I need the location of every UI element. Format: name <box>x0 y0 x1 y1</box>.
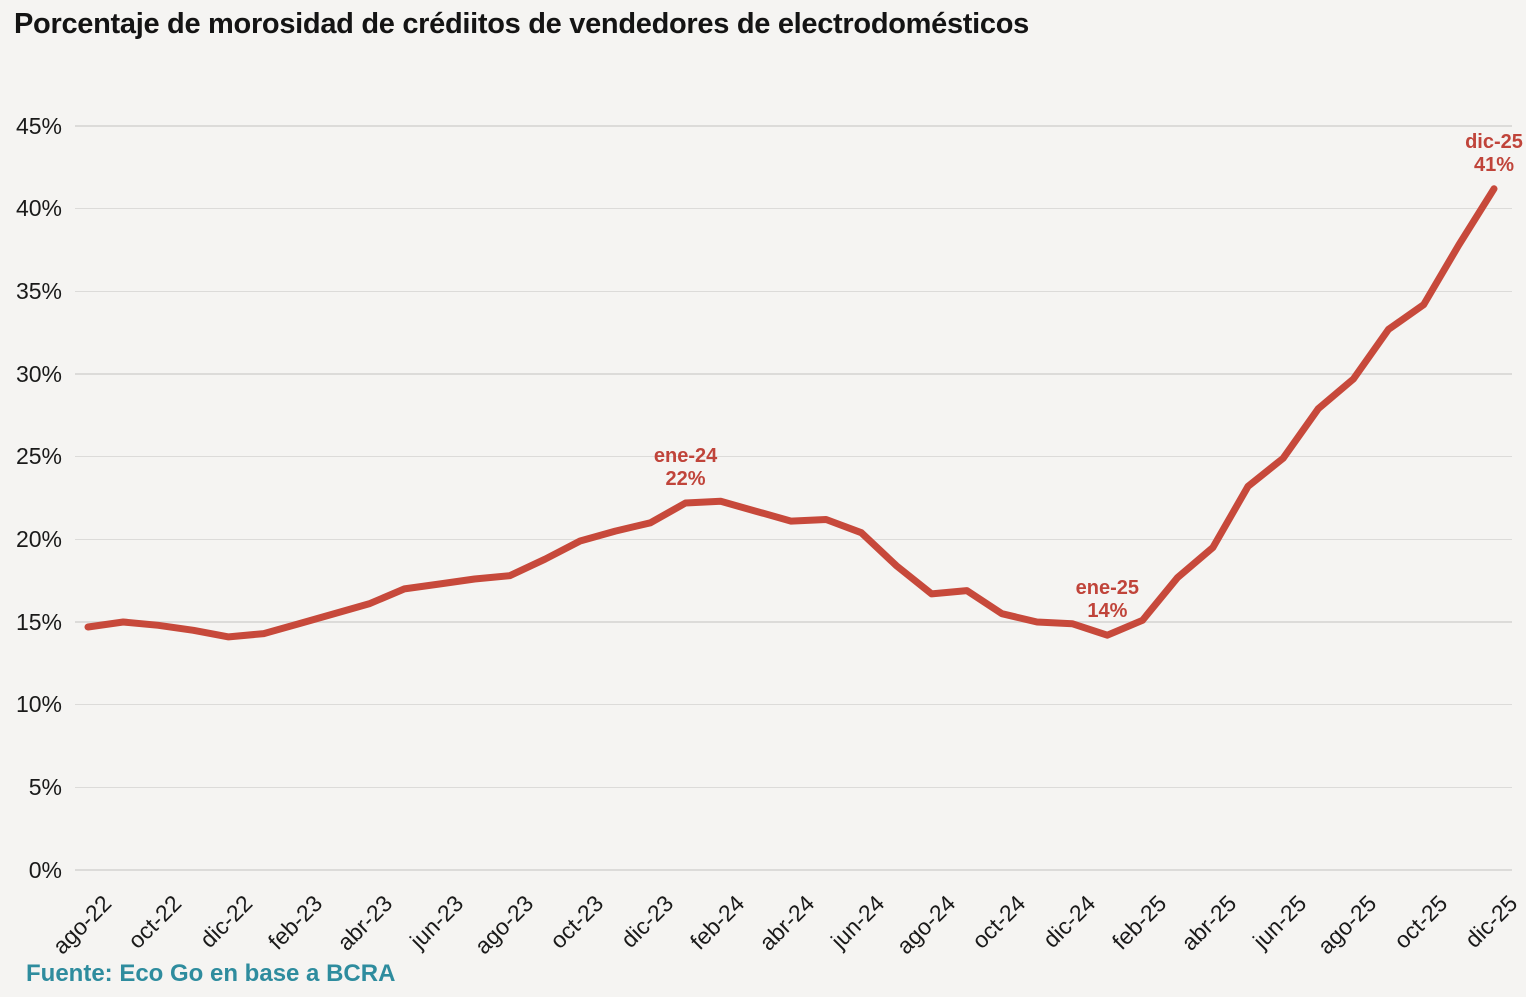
annotation-ene-25: ene-25 14% <box>1037 577 1177 623</box>
annotation-value-label: 14% <box>1087 600 1128 623</box>
gridline-35% <box>75 290 1512 293</box>
annotation-month-label: dic-25 <box>1465 130 1523 153</box>
gridline-10% <box>75 703 1512 706</box>
annotation-ene-24: ene-24 22% <box>616 445 756 491</box>
annotation-value-label: 41% <box>1473 153 1515 176</box>
gridline-30% <box>75 373 1512 375</box>
y-axis-tick-label: 30% <box>15 360 62 387</box>
y-axis-tick-label: 10% <box>15 691 62 718</box>
gridline-25% <box>75 455 1512 458</box>
y-axis-tick-label: 5% <box>28 773 62 800</box>
y-axis-tick-label: 25% <box>15 443 62 470</box>
annotation-month-label: ene-24 <box>653 444 718 467</box>
gridline-40% <box>75 207 1512 210</box>
y-axis-tick-label: 15% <box>15 608 62 635</box>
annotation-dic-25: dic-25 41% <box>1424 131 1526 177</box>
y-axis-tick-label: 35% <box>15 277 62 304</box>
gridline-20% <box>75 538 1512 541</box>
gridline-45% <box>75 125 1512 127</box>
y-axis-tick-label: 20% <box>15 525 62 552</box>
y-axis-tick-label: 0% <box>28 856 62 883</box>
annotation-month-label: ene-25 <box>1075 577 1140 600</box>
chart-title: Porcentaje de morosidad de crédiitos de … <box>14 8 1029 40</box>
annotation-value-label: 22% <box>665 467 706 490</box>
y-axis-tick-label: 40% <box>15 195 62 222</box>
source-caption: Fuente: Eco Go en base a BCRA <box>26 960 396 987</box>
gridline-15% <box>75 621 1512 623</box>
gridline-0% <box>75 869 1512 871</box>
delinquency-line <box>84 185 1498 641</box>
gridline-5% <box>75 786 1512 789</box>
y-axis-tick-label: 45% <box>15 112 62 139</box>
